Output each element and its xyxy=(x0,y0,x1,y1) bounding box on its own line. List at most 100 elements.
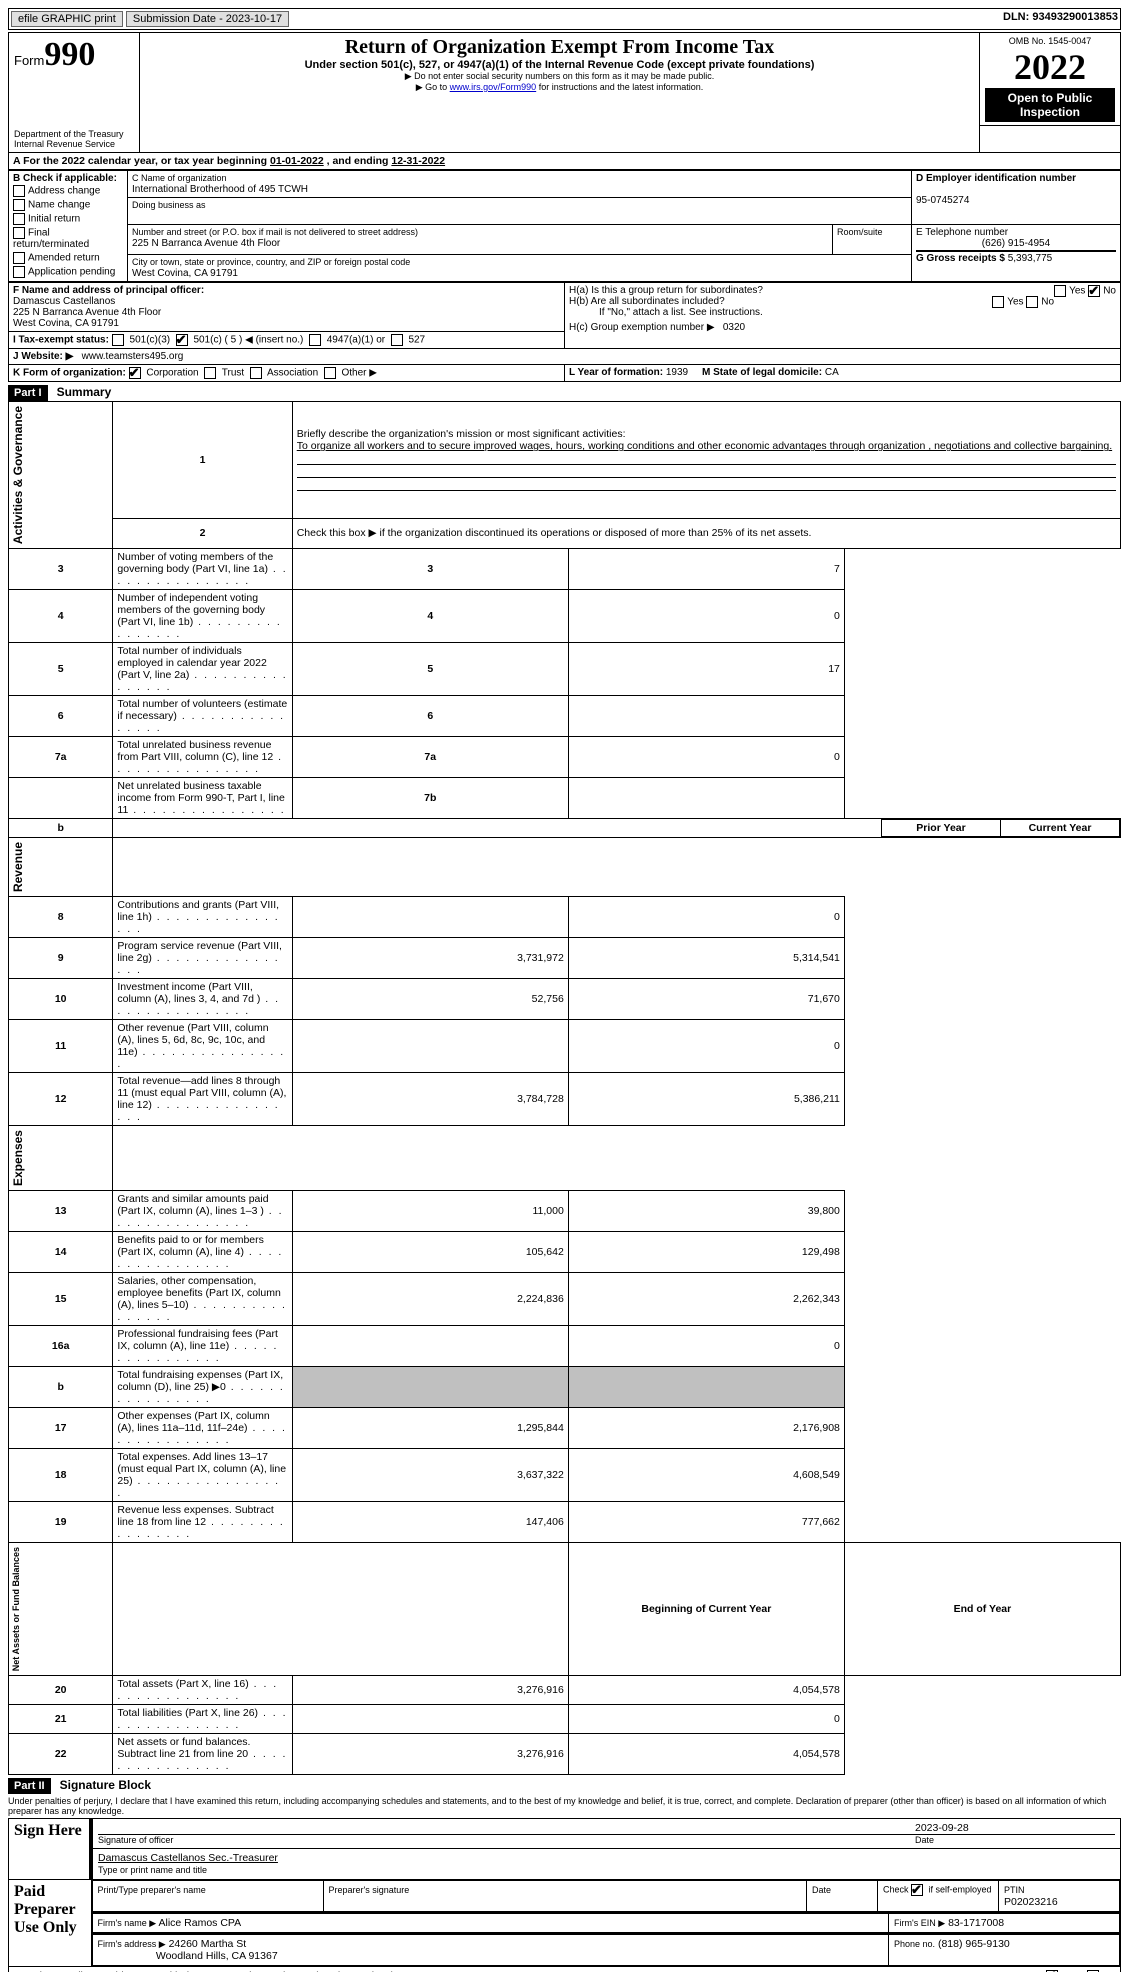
side-expenses: Expenses xyxy=(9,1126,27,1190)
period-begin: 01-01-2022 xyxy=(270,155,324,167)
lbl-name: Name change xyxy=(28,199,90,210)
lbl-501c3: 501(c)(3) xyxy=(130,334,171,345)
city: West Covina, CA 91791 xyxy=(132,268,238,279)
chk-ha-yes[interactable] xyxy=(1054,285,1066,297)
firm-ein: 83-1717008 xyxy=(948,1917,1004,1929)
period-mid: , and ending xyxy=(327,155,392,167)
form-label: Form xyxy=(14,53,44,68)
chk-name[interactable] xyxy=(13,199,25,211)
city-label: City or town, state or province, country… xyxy=(132,257,410,267)
chk-527[interactable] xyxy=(391,334,403,346)
year-formed: 1939 xyxy=(666,367,688,378)
form-header: Form990 Return of Organization Exempt Fr… xyxy=(8,32,1121,153)
open-to-public: Open to Public Inspection xyxy=(985,88,1115,122)
lbl-no2: No xyxy=(1041,296,1054,307)
hdr-beg: Beginning of Current Year xyxy=(568,1542,844,1675)
submission-date-button[interactable]: Submission Date - 2023-10-17 xyxy=(126,11,289,27)
street-label: Number and street (or P.O. box if mail i… xyxy=(132,227,418,237)
dln: DLN: 93493290013853 xyxy=(1003,11,1118,23)
irs-label: Internal Revenue Service xyxy=(14,139,115,149)
phone: (626) 915-4954 xyxy=(916,238,1116,249)
chk-self-emp[interactable] xyxy=(911,1884,923,1896)
chk-initial[interactable] xyxy=(13,213,25,225)
chk-pending[interactable] xyxy=(13,266,25,278)
self-emp-text2: if self-employed xyxy=(926,1884,992,1894)
chk-discuss-yes[interactable] xyxy=(1046,1970,1058,1972)
box-e-label: E Telephone number xyxy=(916,227,1008,238)
period-line: A For the 2022 calendar year, or tax yea… xyxy=(8,153,1121,170)
chk-discuss-no[interactable] xyxy=(1087,1970,1099,1972)
chk-address[interactable] xyxy=(13,185,25,197)
box-f-label: F Name and address of principal officer: xyxy=(13,285,204,296)
hdr-end: End of Year xyxy=(844,1542,1120,1675)
box-l-label: L Year of formation: xyxy=(569,367,663,378)
prep-sig-lbl: Preparer's signature xyxy=(329,1885,410,1895)
lbl-501c: 501(c) ( 5 ) ◀ (insert no.) xyxy=(193,334,303,345)
chk-501c3[interactable] xyxy=(112,334,124,346)
hdr-prior: Prior Year xyxy=(882,819,1001,836)
firm-ein-lbl: Firm's EIN ▶ xyxy=(894,1918,945,1928)
form-title: Return of Organization Exempt From Incom… xyxy=(145,36,974,59)
box-i-label: I Tax-exempt status: xyxy=(13,334,109,345)
entity-info: B Check if applicable: Address change Na… xyxy=(8,170,1121,282)
box-c-label: C Name of organization xyxy=(132,173,227,183)
room-label: Room/suite xyxy=(837,227,883,237)
chk-corp[interactable] xyxy=(129,367,141,379)
box-k-label: K Form of organization: xyxy=(13,367,126,378)
efile-print-button[interactable]: efile GRAPHIC print xyxy=(11,11,123,27)
irs-link[interactable]: www.irs.gov/Form990 xyxy=(450,82,537,92)
perjury-declaration: Under penalties of perjury, I declare th… xyxy=(8,1794,1121,1818)
h-c-val: 0320 xyxy=(723,322,745,333)
gross-receipts: 5,393,775 xyxy=(1008,253,1053,264)
h-b: H(b) Are all subordinates included? xyxy=(569,296,725,307)
chk-final[interactable] xyxy=(13,227,25,239)
note-link: Go to www.irs.gov/Form990 for instructio… xyxy=(145,82,974,93)
lbl-dn: No xyxy=(1102,1970,1115,1972)
ein: 95-0745274 xyxy=(916,195,969,206)
box-d-label: D Employer identification number xyxy=(916,173,1076,184)
officer-addr2: West Covina, CA 91791 xyxy=(13,318,119,329)
chk-assoc[interactable] xyxy=(250,367,262,379)
street: 225 N Barranca Avenue 4th Floor xyxy=(132,238,280,249)
prep-name-lbl: Print/Type preparer's name xyxy=(98,1885,206,1895)
sig-date: 2023-09-28 xyxy=(915,1822,1115,1834)
lbl-4947: 4947(a)(1) or xyxy=(327,334,385,345)
firm-addr-lbl: Firm's address ▶ xyxy=(98,1939,166,1949)
box-j-label: J Website: ▶ xyxy=(13,351,73,362)
chk-trust[interactable] xyxy=(204,367,216,379)
signature-table: Sign Here 2023-09-28 Signature of office… xyxy=(8,1818,1121,1972)
lbl-assoc: Association xyxy=(267,367,318,378)
period-text: For the 2022 calendar year, or tax year … xyxy=(23,155,270,167)
lbl-trust: Trust xyxy=(222,367,244,378)
ptin: P02023216 xyxy=(1004,1896,1058,1908)
q2: Check this box ▶ if the organization dis… xyxy=(297,527,812,539)
date-lbl: Date xyxy=(915,1835,1115,1845)
firm-name: Alice Ramos CPA xyxy=(159,1917,242,1929)
chk-4947[interactable] xyxy=(309,334,321,346)
box-m-label: M State of legal domicile: xyxy=(702,367,822,378)
dept-treasury: Department of the Treasury xyxy=(14,129,124,139)
lbl-no1: No xyxy=(1103,285,1116,296)
part2-title: Signature Block xyxy=(54,1778,151,1792)
box-g-label: G Gross receipts $ xyxy=(916,253,1005,264)
firm-phone: (818) 965-9130 xyxy=(938,1938,1010,1950)
chk-ha-no[interactable] xyxy=(1088,285,1100,297)
lbl-corp: Corporation xyxy=(146,367,198,378)
sig-officer-lbl: Signature of officer xyxy=(98,1835,915,1845)
lbl-yes2: Yes xyxy=(1007,296,1023,307)
q1: Briefly describe the organization's miss… xyxy=(297,428,626,440)
form-number: 990 xyxy=(44,36,95,73)
chk-amended[interactable] xyxy=(13,252,25,264)
firm-addr2: Woodland Hills, CA 91367 xyxy=(156,1950,278,1962)
chk-hb-no[interactable] xyxy=(1026,296,1038,308)
firm-phone-lbl: Phone no. xyxy=(894,1939,935,1949)
side-netassets: Net Assets or Fund Balances xyxy=(9,1543,23,1675)
chk-other[interactable] xyxy=(324,367,336,379)
chk-hb-yes[interactable] xyxy=(992,296,1004,308)
prep-date-lbl: Date xyxy=(812,1885,831,1895)
chk-501c[interactable] xyxy=(176,334,188,346)
note2-pre: Go to xyxy=(425,82,450,92)
lbl-address: Address change xyxy=(28,185,100,196)
self-emp-text: Check xyxy=(883,1884,911,1894)
tax-year: 2022 xyxy=(985,46,1115,88)
